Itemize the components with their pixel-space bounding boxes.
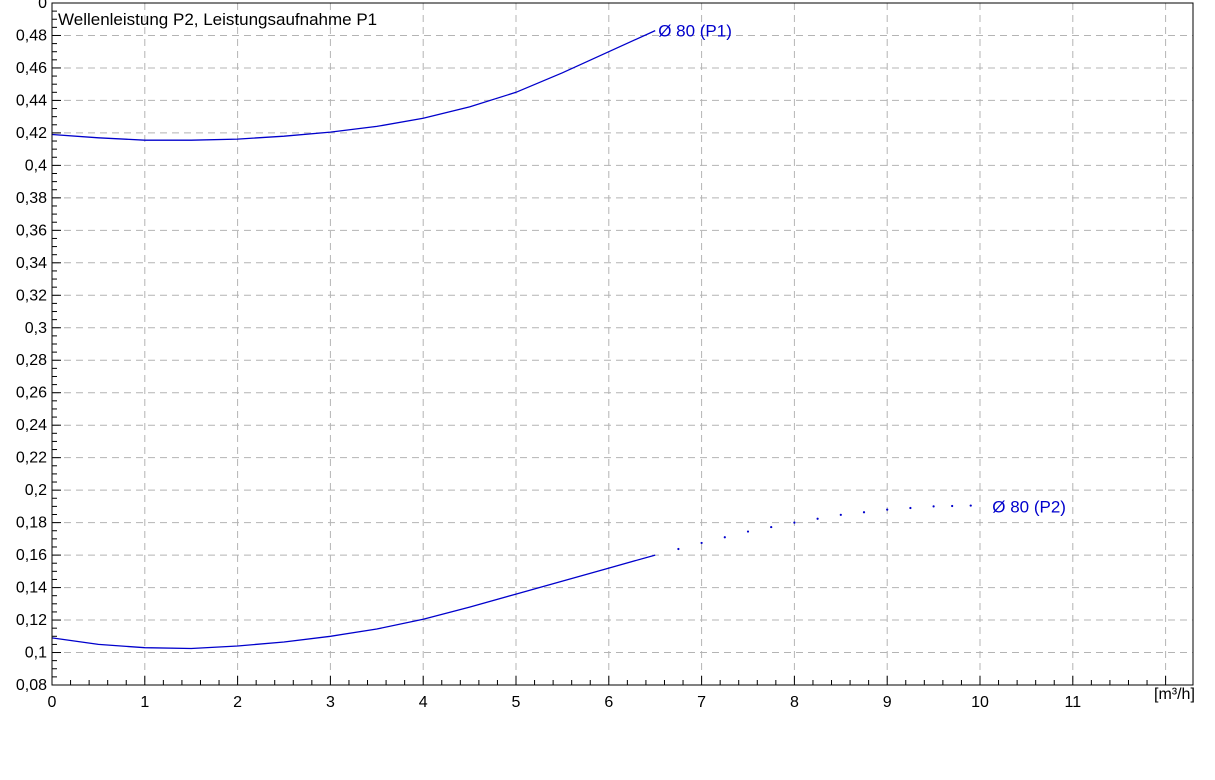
labels: 0 1 2 3 4 5 6 7 8 9 10 11 0,08 0,1 0,12 0,14 0,16 0,18 0,2… <box>16 0 1081 711</box>
y-tick-label: 0,28 <box>16 352 47 369</box>
series-line <box>51 554 656 650</box>
x-tick-label: 10 <box>971 694 989 711</box>
y-tick-label: 0,14 <box>16 580 47 597</box>
series-dot <box>793 521 796 524</box>
x-tick-label: 3 <box>326 694 335 711</box>
y-tick-label: 0,3 <box>25 320 47 337</box>
series-dot <box>932 505 935 508</box>
y-tick-label: 0,12 <box>16 612 47 629</box>
x-tick-label: 4 <box>419 694 428 711</box>
x-tick-label: 7 <box>697 694 706 711</box>
y-tick-label: 0,4 <box>25 157 47 174</box>
y-tick-label: 0,46 <box>16 60 47 77</box>
series-dot <box>677 547 680 551</box>
y-tick-label: 0,22 <box>16 450 47 467</box>
y-tick-label: 0,42 <box>16 125 47 142</box>
series-dot <box>816 517 819 520</box>
y-tick-label: 0,26 <box>16 385 47 402</box>
series-dot <box>723 536 726 539</box>
x-tick-label: 1 <box>140 694 149 711</box>
series-dot <box>770 525 773 529</box>
series-dot <box>700 541 703 545</box>
y-tick-label: 0,48 <box>16 27 47 44</box>
y-tick-label: 0,1 <box>25 645 47 662</box>
series-dot <box>839 513 842 516</box>
y-tick-label: 0,18 <box>16 515 47 532</box>
series-dot <box>909 506 912 510</box>
y-tick-label: 0,44 <box>16 92 47 109</box>
series-dot <box>951 504 954 508</box>
series-dot <box>886 508 889 511</box>
x-tick-label: 0 <box>48 694 57 711</box>
grid <box>52 3 1193 685</box>
y-tick-label: 0,2 <box>25 482 47 499</box>
chart-title: Wellenleistung P2, Leistungsaufnahme P1 <box>58 10 377 29</box>
series-label: Ø 80 (P2) <box>992 497 1066 516</box>
series <box>51 30 972 650</box>
x-tick-label: 11 <box>1064 694 1081 711</box>
series-dot <box>969 504 972 507</box>
x-tick-label: 2 <box>233 694 242 711</box>
y-tick-label: 0,16 <box>16 547 47 564</box>
series-dot <box>746 530 750 533</box>
x-tick-label: 9 <box>883 694 892 711</box>
series-dot <box>862 511 866 514</box>
x-tick-label: 5 <box>512 694 521 711</box>
y-tick-label: 0,38 <box>16 190 47 207</box>
y-tick-label: 0,36 <box>16 222 47 239</box>
y-tick-label: 0 <box>38 0 47 12</box>
y-tick-label: 0,24 <box>16 417 47 434</box>
series-line <box>51 30 656 141</box>
x-tick-label: 6 <box>604 694 613 711</box>
series-label: Ø 80 (P1) <box>658 22 732 41</box>
x-axis-unit: [m³/h] <box>1154 686 1195 703</box>
plot-frame <box>51 2 1194 686</box>
y-tick-label: 0,32 <box>16 287 47 304</box>
ticks <box>51 2 1167 686</box>
x-tick-label: 8 <box>790 694 799 711</box>
y-tick-label: 0,08 <box>16 677 47 694</box>
y-tick-label: 0,34 <box>16 255 47 272</box>
